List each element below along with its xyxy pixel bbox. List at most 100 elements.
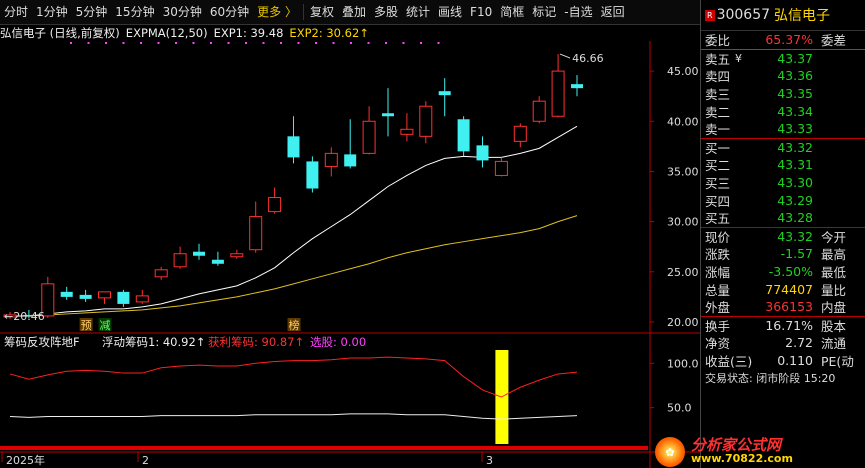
buy-row-0: 买一 43.32 — [701, 139, 865, 157]
stat-row-0-value: 43.32 — [777, 228, 813, 244]
price-tick-label: 45.00 — [667, 65, 699, 78]
wb-value: 65.37% — [765, 32, 813, 48]
candle-body — [419, 105, 433, 137]
buy-row-4: 买五 43.28 — [701, 209, 865, 227]
toolbar-item-14[interactable]: 标记 — [532, 4, 557, 19]
sell-row-0-label: 卖五 — [705, 51, 731, 67]
buy-row-3: 买四 43.29 — [701, 191, 865, 209]
select-value: 选股: 0.00 — [310, 335, 366, 349]
stat2-row-0-label2: 股本 — [821, 318, 847, 334]
candle-body — [193, 251, 205, 256]
period-toolbar: 分时 1分钟 5分钟 15分钟 30分钟 60分钟 更多 〉复权 叠加 多股 统计 画线 F10 简框标… — [0, 0, 700, 25]
indicator-name[interactable]: EXPMA(12,50) — [125, 26, 208, 40]
stat2-row-2: 收益(三) 0.110 PE(动 — [701, 352, 865, 370]
stock-code: 300657 — [716, 7, 771, 23]
stat-row-0: 现价 43.32 今开 — [701, 228, 865, 246]
exp2-line — [10, 215, 578, 317]
stat2-row-1-label: 净资 — [705, 336, 731, 352]
chart-area[interactable]: 20.00 25.00 30.00 35.00 40.00 45.00 46.66 ←20.4… — [0, 0, 700, 468]
stock-period-label[interactable]: 弘信电子 (日线,前复权) — [0, 26, 120, 40]
event-marker — [287, 318, 301, 331]
top-marker-dot — [332, 42, 335, 44]
toolbar-item-8[interactable]: 叠加 — [341, 4, 366, 19]
top-marker-dot — [210, 42, 212, 44]
candle-body — [249, 216, 263, 251]
sell-row-0-value: 43.37 — [777, 50, 813, 66]
candle-body — [135, 295, 149, 303]
toolbar-item-9[interactable]: 多股 — [374, 4, 399, 19]
wc-label: 委差 — [821, 33, 847, 49]
toolbar-item-0[interactable]: 分时 — [4, 4, 29, 19]
candle-body — [3, 314, 17, 318]
top-marker-dot — [315, 42, 317, 44]
candle-body — [513, 125, 527, 142]
candle-body — [438, 91, 451, 96]
toolbar-item-11[interactable]: 画线 — [438, 4, 463, 19]
stat2-row-0-label: 换手 — [705, 318, 731, 334]
toolbar-item-10[interactable]: 统计 — [406, 4, 431, 19]
sub-tick-label: 50.0 — [667, 402, 692, 415]
watermark-title: 分析家公式网 — [691, 436, 782, 454]
stat-row-3-label: 总量 — [705, 282, 731, 298]
top-marker-dot — [245, 42, 247, 44]
buy-row-4-value: 43.28 — [777, 210, 813, 226]
quote-panel: R 300657 弘信电子 委比 65.37% 委差 卖五 43.37 ¥ 卖四 43.… — [700, 0, 865, 468]
candle-body — [173, 253, 187, 268]
stat-row-2-value: -3.50% — [768, 264, 813, 280]
time-tick-label: 2025年 — [6, 453, 45, 467]
stat2-row-2-label: 收益(三) — [705, 353, 753, 369]
sell-row-3-value: 43.34 — [777, 103, 813, 119]
event-marker — [79, 318, 93, 331]
candle-body — [117, 291, 130, 304]
candle-body — [382, 113, 394, 117]
stat2-row-1-label2: 流通 — [821, 336, 847, 352]
sub-indicator-name: 筹码反攻阵地F — [4, 335, 80, 349]
toolbar-item-5[interactable]: 60分钟 — [209, 4, 250, 19]
watermark-logo: ✿ — [655, 437, 685, 467]
candle-body — [230, 253, 244, 258]
top-marker-dot — [280, 42, 282, 44]
candle-body — [79, 294, 92, 299]
event-marker-jian: 减 — [100, 319, 111, 332]
wb-label: 委比 — [705, 33, 731, 49]
toolbar-item-12[interactable]: F10 — [470, 4, 493, 19]
top-marker-dot — [122, 42, 125, 44]
buy-row-2-value: 43.30 — [777, 175, 813, 191]
price-tick-label: 20.00 — [667, 316, 699, 329]
top-marker-dot — [297, 42, 300, 44]
stat2-row-0-value: 16.71% — [765, 317, 813, 333]
stat-row-3-value: 774407 — [765, 281, 813, 297]
sell-suffix: ¥ — [735, 51, 742, 65]
top-marker-dot — [175, 42, 177, 44]
watermark: ✿ 分析家公式网 www.70822.com — [655, 436, 865, 468]
stat2-row-2-value: 0.110 — [777, 352, 813, 368]
toolbar-item-15[interactable]: -自选 — [564, 4, 593, 19]
toolbar-item-3[interactable]: 15分钟 — [115, 4, 155, 19]
toolbar-item-1[interactable]: 1分钟 — [36, 4, 68, 19]
quote-header: R 300657 弘信电子 — [701, 0, 865, 31]
top-marker-dot — [87, 42, 90, 44]
candle-body — [98, 291, 111, 299]
stat-row-4-value: 366153 — [765, 299, 813, 315]
sell-row-2: 卖三 43.35 — [701, 85, 865, 103]
top-marker-dot — [437, 42, 440, 44]
candle-body — [494, 160, 508, 176]
toolbar-item-2[interactable]: 5分钟 — [75, 4, 108, 19]
toolbar-item-6[interactable]: 更多 〉 — [257, 4, 297, 19]
price-tick-label: 35.00 — [667, 165, 699, 178]
toolbar-item-16[interactable]: 返回 — [600, 4, 625, 19]
stat-row-1-label: 涨跌 — [705, 247, 731, 263]
toolbar-item-13[interactable]: 简框 — [500, 4, 525, 19]
candle-body — [476, 145, 489, 161]
exp2-value: EXP2: 30.62↑ — [289, 26, 369, 40]
buy-row-1: 买二 43.31 — [701, 156, 865, 174]
sell-row-3-label: 卖二 — [705, 104, 731, 120]
watermark-url: www.70822.com — [691, 452, 793, 465]
candle-body — [268, 197, 282, 213]
r-badge: R — [705, 9, 715, 21]
profit-chip-value: 获利筹码: 90.87↑ — [208, 335, 304, 349]
toolbar-item-7[interactable]: 复权 — [309, 4, 334, 19]
toolbar-item-4[interactable]: 30分钟 — [162, 4, 202, 19]
high-pointer — [559, 53, 571, 59]
top-marker-dot — [192, 42, 195, 44]
